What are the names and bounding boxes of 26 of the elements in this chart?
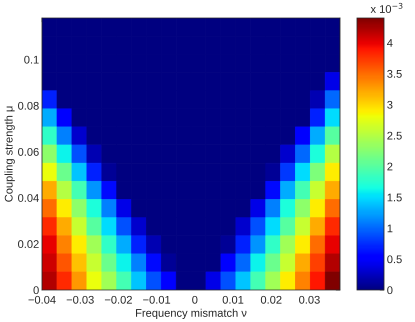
color-bar-label: 0.5 [387, 255, 402, 264]
color-bar-label: 4 [387, 39, 393, 47]
color-bar-label: 3 [387, 100, 392, 109]
x-tick-label: 0.02 [260, 296, 282, 304]
color-bar-label: 1.5 [388, 194, 402, 202]
y-tick-label: 0.08 [18, 102, 39, 110]
color-bar-label: 2.5 [387, 132, 402, 140]
x-tick-label: −0.02 [104, 296, 132, 304]
x-tick-label: 0.01 [222, 296, 244, 304]
color-bar-label: 1 [388, 224, 392, 232]
y-tick-label: 0.1 [24, 56, 39, 64]
y-tick-label: 0.02 [18, 240, 39, 248]
color-bar-label: 3.5 [387, 70, 402, 78]
color-bar-label: 0 [387, 286, 393, 294]
y-tick-label: 0.04 [18, 194, 39, 202]
x-tick-label: −0.03 [66, 296, 94, 304]
x-tick-label: −0.01 [143, 296, 170, 304]
x-tick-label: 0.03 [299, 296, 320, 304]
color-bar-label: 2 [387, 162, 392, 170]
y-tick-label: 0.06 [18, 148, 39, 156]
x-tick-label: 0 [192, 296, 198, 304]
x-tick-label: −0.04 [28, 296, 56, 304]
x-axis-title: Frequency mismatch ν [136, 308, 246, 320]
y-tick-label: 0 [33, 286, 39, 294]
color-bar-title: x 10$^{−3}$ [370, 2, 402, 13]
y-axis-title: Coupling strength μ [4, 106, 15, 202]
